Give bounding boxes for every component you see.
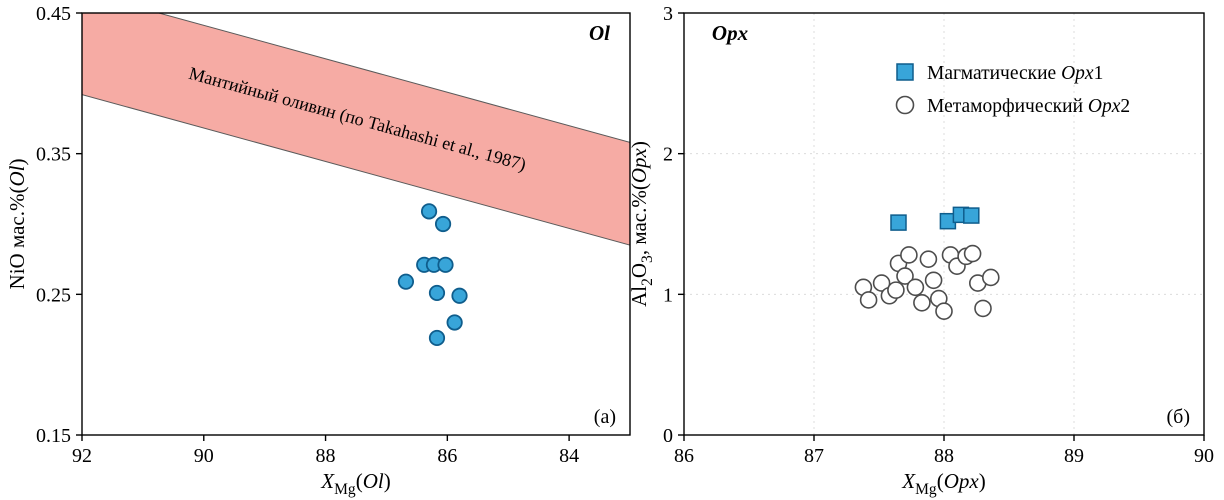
y-tick-label: 0.35 [36,144,71,166]
y-tick-label: 0 [663,425,673,447]
data-point-circle [935,302,953,321]
x-tick-label: 90 [194,445,214,467]
data-point-circle [913,293,931,312]
x-tick-label: 90 [1194,445,1214,467]
series-magmatic-opx [890,206,980,231]
panel-b: 86 87 88 89 90 0 1 2 3 XMg(Opx) Al2O3, мас.%(Opx) O… [627,3,1214,498]
data-point-circle [900,246,918,264]
data-point-circle [906,278,925,297]
y-axis-title: Al2O3, мас.%(Opx) [627,141,656,307]
x-tick-label: 92 [72,445,92,467]
x-tick-label: 84 [559,445,579,467]
plot-frame [81,12,631,436]
x-tick-label: 88 [316,445,336,467]
y-tick-label: 1 [663,284,673,306]
data-point-circle [446,314,463,331]
data-point-circle [872,274,891,292]
legend-marker-circle [895,95,915,115]
data-point-square [963,207,980,224]
y-tick-label: 2 [663,144,673,166]
x-axis-title: XMg(Ol) [320,469,390,498]
data-point-square [890,214,907,231]
panel-mineral-label: Opx [712,21,748,45]
data-point-circle [428,284,446,302]
panel-tag: (а) [594,406,616,428]
y-tick-label: 0.15 [36,425,71,447]
x-tick-label: 86 [674,445,694,467]
data-point-circle [420,203,438,220]
data-point-circle [981,268,1000,287]
y-axis-title: NiO мас.%(Ol) [5,159,29,290]
legend-label: Метаморфический Opx2 [927,96,1130,117]
legend-label: Магматические Opx1 [927,63,1103,84]
legend: Магматические Opx1 Метаморфический Opx2 [895,63,1130,117]
y-tick-label: 0.25 [36,284,71,306]
data-point-circle [924,271,943,290]
data-point-circle [919,250,938,268]
data-point-circle [428,329,446,347]
data-point-circle [974,299,992,318]
data-point-circle [859,291,878,309]
legend-marker-square [896,63,914,81]
x-tick-label: 88 [934,445,954,467]
y-tick-label: 3 [663,3,673,25]
series-metamorphic-opx [854,244,1000,321]
series-olivine [397,203,468,347]
data-point-circle [963,244,982,263]
x-tick-label: 87 [804,445,824,467]
panel-a: Мантийный оливин (по Takahashi et al., 1… [5,3,631,498]
x-tick-label: 89 [1064,445,1084,467]
panel-mineral-label: Ol [589,21,610,45]
x-axis-title: XMg(Opx) [901,469,985,498]
y-tick-label: 0.45 [36,3,71,25]
data-point-circle [451,287,468,304]
data-point-circle [397,273,415,290]
data-point-circle [896,267,914,285]
panel-tag: (б) [1167,406,1191,428]
data-point-circle [434,215,452,233]
data-point-circle [437,256,454,273]
mantle-olivine-band [82,13,630,246]
data-point-circle [887,281,905,299]
x-tick-label: 86 [437,445,457,467]
